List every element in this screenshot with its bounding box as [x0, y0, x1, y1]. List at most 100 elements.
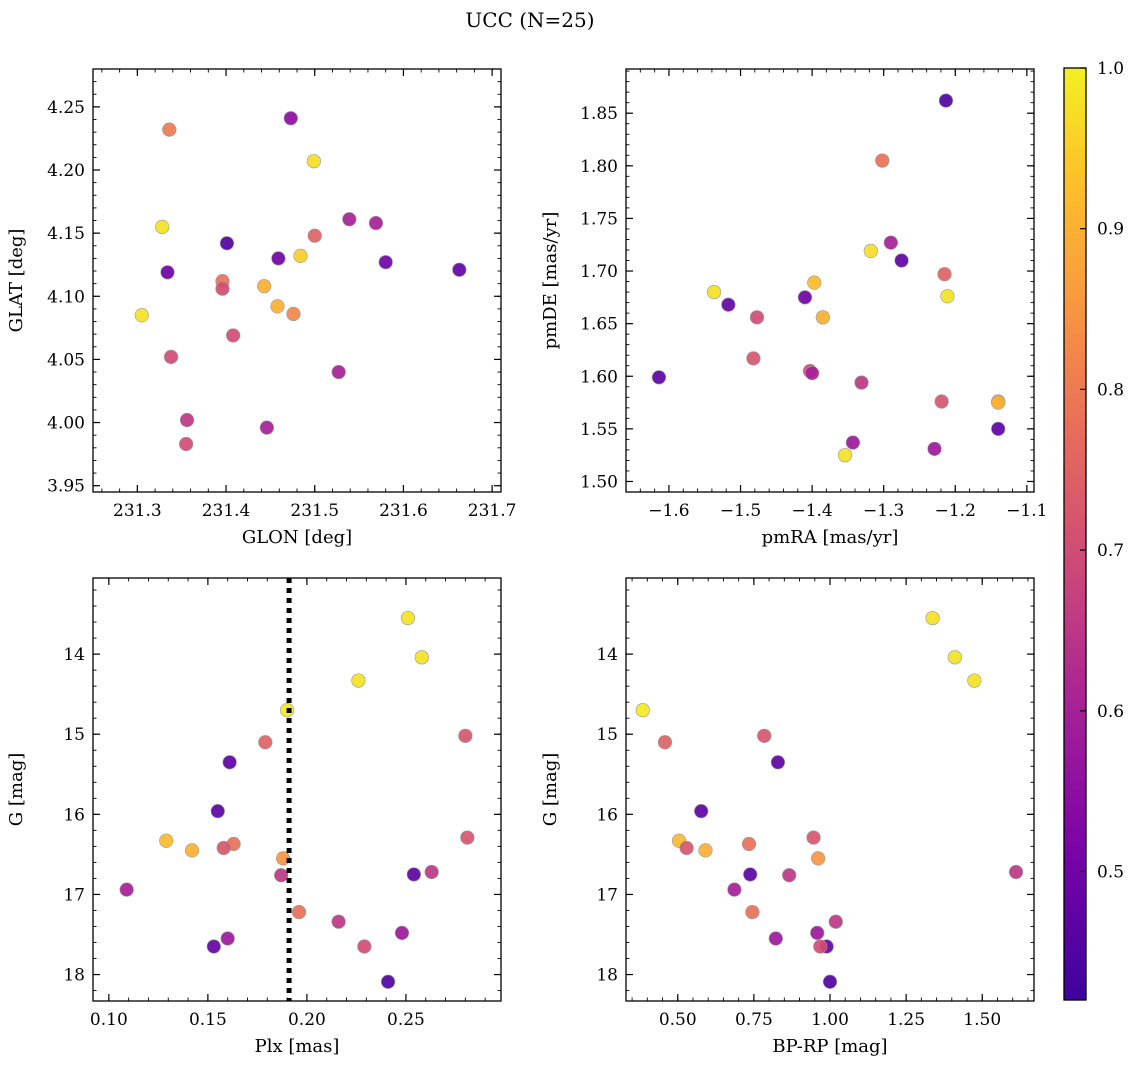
data-point: [883, 235, 898, 250]
x-tick-label: 1.00: [811, 1010, 849, 1030]
data-point: [293, 248, 308, 263]
data-point: [134, 308, 149, 323]
data-point: [215, 281, 230, 296]
data-point: [184, 843, 200, 858]
data-point: [757, 728, 772, 743]
x-tick-label: 0.25: [387, 1010, 425, 1030]
x-tick-label: 0.20: [288, 1010, 326, 1030]
y-tick-label: 16: [63, 805, 85, 825]
data-point: [206, 939, 221, 954]
x-tick-label: 231.5: [290, 501, 339, 521]
data-point: [749, 310, 765, 325]
data-point: [967, 673, 982, 688]
y-tick-label: 1.85: [580, 104, 618, 124]
data-point: [259, 420, 274, 435]
y-tick-label: 14: [596, 645, 618, 665]
x-tick-label: 1.25: [887, 1010, 925, 1030]
data-point: [927, 441, 942, 456]
data-point: [828, 914, 843, 929]
data-point: [460, 830, 475, 845]
data-point: [220, 931, 235, 946]
data-point: [810, 925, 825, 941]
data-point: [458, 728, 473, 743]
data-point: [271, 251, 286, 266]
x-tick-label: 0.15: [189, 1010, 227, 1030]
axes-frame: [92, 68, 502, 493]
y-tick-label: 1.80: [580, 157, 618, 177]
data-point: [119, 882, 134, 897]
y-tick-label: 4.15: [47, 224, 85, 244]
data-point: [163, 349, 179, 364]
data-point: [226, 328, 241, 343]
data-point: [424, 864, 439, 880]
x-tick-label: 0.10: [90, 1010, 128, 1030]
data-point: [307, 228, 322, 243]
y-axis-label: pmDE [mas/yr]: [540, 212, 561, 350]
data-point: [651, 370, 667, 385]
data-point: [768, 931, 783, 946]
x-tick-label: 231.3: [113, 501, 162, 521]
data-point: [706, 284, 722, 300]
data-point: [807, 275, 822, 290]
y-tick-label: 4.10: [47, 287, 85, 307]
axes-frame: [625, 68, 1035, 493]
data-point: [746, 351, 761, 366]
data-point: [797, 290, 813, 305]
y-axis-label: G [mag]: [6, 753, 27, 826]
data-point: [741, 836, 757, 852]
data-point: [357, 939, 372, 954]
data-point: [331, 914, 346, 929]
data-point: [210, 804, 225, 819]
data-point: [863, 243, 878, 259]
data-point: [822, 974, 838, 989]
x-tick-label: −1.5: [720, 501, 761, 521]
x-tick-label: −1.2: [935, 501, 976, 521]
y-axis-label: GLAT [deg]: [6, 229, 27, 333]
scatter-panel-1: 231.3 231.4 231.5 231.6 231.7 3.95 4.00 4.05 4.1…: [6, 68, 517, 548]
data-point: [745, 904, 760, 920]
y-tick-label: 17: [596, 885, 618, 905]
data-point: [351, 673, 366, 688]
y-tick-label: 1.75: [580, 209, 618, 229]
data-point: [222, 755, 237, 770]
colorbar-gradient: [1063, 67, 1087, 1001]
y-tick-label: 18: [63, 966, 85, 986]
scatter-panel-3: 0.10 0.15 0.20 0.25 14 15 16 17 18 Plx [mas] G [ma…: [6, 577, 502, 1057]
x-tick-label: −1.3: [863, 501, 904, 521]
data-point: [940, 289, 955, 304]
x-tick-label: 231.4: [202, 501, 251, 521]
data-point: [811, 851, 826, 866]
axes-frame: [92, 577, 502, 1002]
data-point: [813, 939, 828, 954]
y-tick-label: 17: [63, 885, 85, 905]
data-point: [1008, 864, 1024, 880]
data-point: [306, 154, 321, 169]
colorbar-tick-label: 0.5: [1097, 862, 1124, 882]
data-point: [805, 365, 820, 381]
x-axis-label: pmRA [mas/yr]: [762, 527, 899, 548]
x-tick-label: 231.7: [468, 501, 517, 521]
x-tick-label: −1.4: [791, 501, 832, 521]
data-point: [155, 219, 170, 234]
data-point: [934, 394, 949, 409]
data-point: [854, 375, 869, 390]
x-tick-label: 0.75: [735, 1010, 773, 1030]
data-point: [283, 111, 298, 126]
y-tick-label: 3.95: [47, 477, 85, 497]
data-point: [406, 867, 421, 882]
data-point: [257, 279, 272, 294]
colorbar-tick-label: 1.0: [1097, 59, 1124, 79]
data-point: [414, 650, 429, 665]
data-point: [782, 868, 797, 883]
data-point: [452, 262, 467, 277]
data-point: [770, 755, 786, 770]
y-tick-label: 16: [596, 805, 618, 825]
x-tick-label: 0.50: [659, 1010, 697, 1030]
data-point: [381, 974, 396, 989]
y-tick-label: 14: [63, 645, 85, 665]
data-point: [837, 448, 853, 463]
y-tick-label: 1.50: [580, 472, 618, 492]
x-axis-label: GLON [deg]: [242, 527, 352, 548]
y-tick-label: 18: [596, 966, 618, 986]
